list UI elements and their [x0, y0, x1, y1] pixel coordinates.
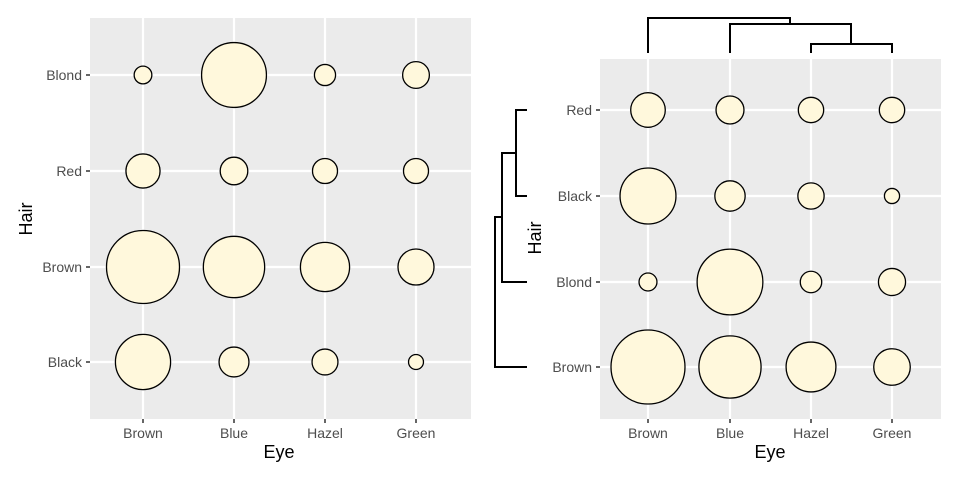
column-dendrogram — [647, 17, 893, 53]
left-bubble-blond-brown — [133, 65, 153, 85]
right-bubble-black-hazel — [797, 182, 825, 210]
right-bubbles — [610, 92, 911, 405]
left-x-tick-label-blue: Blue — [220, 425, 248, 441]
left-x-tick-label-green: Green — [397, 425, 436, 441]
right-chart: Brown Blond Black Red Brown Blue Hazel Green E… — [494, 17, 941, 462]
left-x-tick-label-hazel: Hazel — [307, 425, 343, 441]
row-dendro-branch-black-red — [515, 109, 527, 197]
col-dendro-branch-hazel-green — [810, 43, 893, 53]
left-bubble-red-green — [402, 157, 430, 185]
left-y-tick-label-red: Red — [56, 163, 82, 179]
left-bubbles — [105, 41, 435, 391]
left-bubble-brown-brown — [105, 229, 181, 305]
right-y-axis-title: Hair — [525, 221, 545, 254]
right-x-tick-label-brown: Brown — [628, 425, 668, 441]
left-y-tick-label-black: Black — [48, 354, 83, 370]
right-bubble-brown-brown — [610, 329, 686, 405]
left-x-axis-title: Eye — [263, 442, 294, 462]
left-y-ticks: Black Brown Red Blond — [42, 67, 90, 370]
left-x-ticks: Brown Blue Hazel Green — [123, 419, 435, 441]
right-x-axis-title: Eye — [754, 442, 785, 462]
left-y-tick-label-brown: Brown — [42, 259, 82, 275]
left-bubble-brown-blue — [202, 235, 266, 299]
right-x-tick-label-hazel: Hazel — [793, 425, 829, 441]
right-y-tick-label-red: Red — [566, 102, 592, 118]
left-y-tick-label-blond: Blond — [46, 67, 82, 83]
left-bubble-red-hazel — [311, 157, 339, 185]
left-bubble-red-blue — [219, 156, 249, 186]
right-bubble-blond-brown — [638, 272, 658, 292]
left-bubble-blond-green — [401, 60, 431, 90]
row-dendro-branch-root — [494, 216, 527, 368]
left-bubble-brown-hazel — [299, 241, 351, 293]
left-bubble-red-brown — [125, 153, 161, 189]
left-chart: Black Brown Red Blond Brown Blue Hazel Green E… — [16, 18, 471, 462]
left-bubble-black-green — [407, 353, 425, 371]
right-x-ticks: Brown Blue Hazel Green — [628, 419, 911, 441]
right-y-tick-label-brown: Brown — [552, 359, 592, 375]
left-bubble-black-brown — [114, 333, 172, 391]
left-bubble-black-hazel — [311, 348, 339, 376]
right-y-ticks: Brown Blond Black Red — [552, 102, 600, 375]
right-bubble-red-hazel — [797, 96, 825, 124]
left-bubble-blond-hazel — [313, 63, 337, 87]
row-dendrogram — [494, 109, 527, 368]
col-dendro-branch-root — [647, 17, 791, 53]
col-dendro-branch-blue-cluster — [729, 23, 852, 53]
right-bubble-brown-blue — [698, 335, 762, 399]
left-bubble-blond-blue — [200, 41, 268, 109]
left-y-axis-title: Hair — [16, 202, 36, 235]
row-dendro-branch-blond-cluster — [501, 152, 527, 283]
right-x-tick-label-green: Green — [873, 425, 912, 441]
right-bubble-brown-hazel — [785, 341, 837, 393]
right-bubble-blond-hazel — [799, 270, 823, 294]
right-bubble-black-green — [883, 187, 901, 205]
right-x-tick-label-blue: Blue — [716, 425, 744, 441]
left-bubble-brown-green — [397, 248, 435, 286]
left-x-tick-label-brown: Brown — [123, 425, 163, 441]
right-bubble-black-blue — [714, 180, 746, 212]
right-y-tick-label-blond: Blond — [556, 274, 592, 290]
right-bubble-red-blue — [715, 95, 745, 125]
right-bubble-blond-green — [877, 267, 907, 297]
right-bubble-red-green — [878, 96, 906, 124]
left-bubble-black-blue — [218, 346, 250, 378]
right-bubble-red-brown — [630, 92, 666, 128]
right-bubble-black-brown — [619, 167, 677, 225]
right-bubble-brown-green — [873, 348, 911, 386]
right-y-tick-label-black: Black — [558, 188, 593, 204]
right-bubble-blond-blue — [696, 248, 764, 316]
